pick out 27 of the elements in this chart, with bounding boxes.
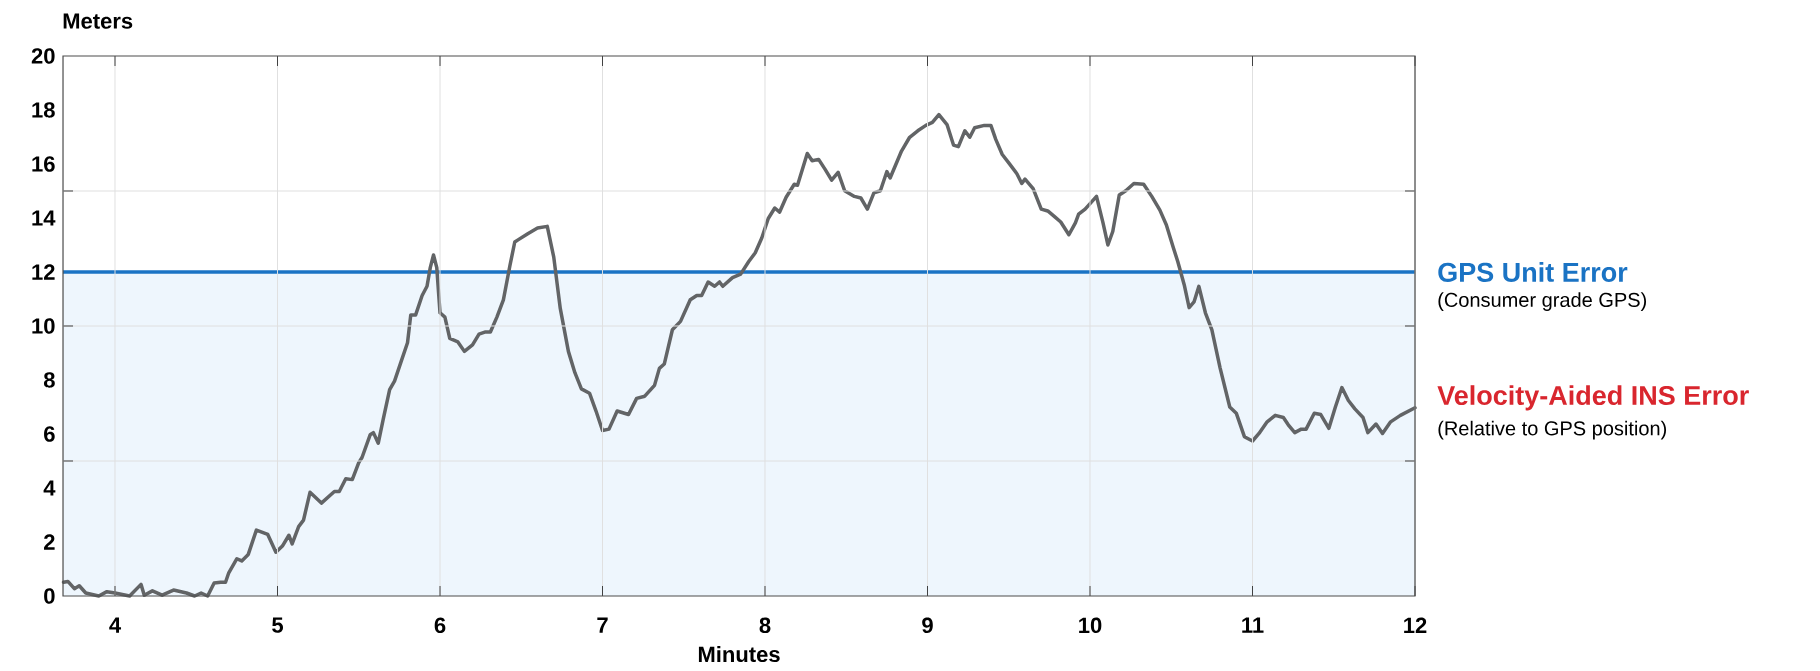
x-tick-label: 6 — [434, 617, 446, 634]
x-tick-label: 12 — [1404, 617, 1427, 633]
y-tick-label: 10 — [32, 318, 55, 334]
y-tick-label: 18 — [32, 102, 55, 118]
y-tick-label: 6 — [44, 426, 55, 442]
y-tick-label: 4 — [43, 480, 56, 496]
line-series — [61, 112, 1417, 598]
y-tick-label: 14 — [32, 210, 56, 226]
y-tick-label: 16 — [32, 156, 55, 172]
series-label: Velocity-Aided INS Error — [1437, 385, 1749, 411]
y-tick-label: 12 — [32, 264, 55, 280]
y-tick-label: 20 — [31, 48, 55, 64]
x-tick-label: 4 — [109, 617, 122, 633]
x-tick-label: 5 — [272, 617, 284, 633]
ref-line-label: GPS Unit Error — [1438, 262, 1628, 282]
x-tick-label: 9 — [922, 617, 933, 634]
x-tick-label: 11 — [1242, 617, 1264, 633]
y-tick-label: 0 — [44, 588, 55, 604]
text: (Relative to GPS position) — [1438, 420, 1667, 440]
y-axis-title: Meters — [63, 13, 133, 29]
x-tick-label: 7 — [597, 617, 608, 633]
x-tick-label: 10 — [1079, 617, 1102, 634]
text: (Consumer grade GPS) — [1438, 292, 1647, 311]
x-axis-title: Minutes — [698, 645, 780, 663]
x-tick-label: 8 — [759, 617, 771, 634]
y-tick-label: 8 — [43, 372, 55, 388]
y-tick-label: 2 — [44, 534, 55, 550]
